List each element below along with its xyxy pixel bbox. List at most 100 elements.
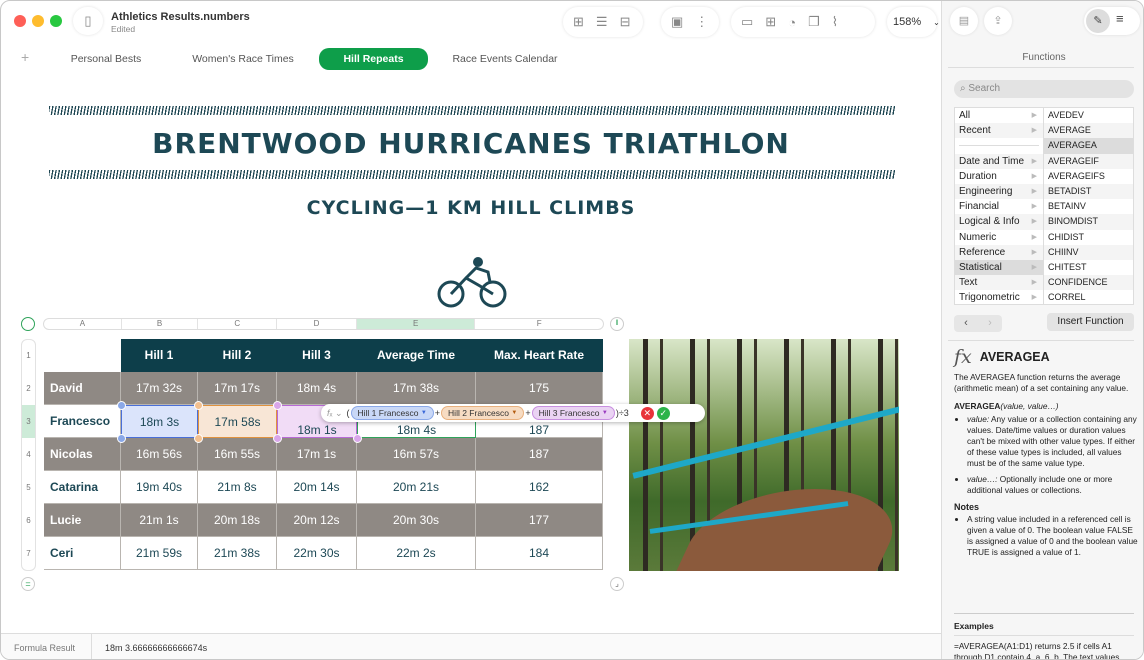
row-name-cell[interactable]: Nicolas [44, 438, 121, 471]
forest-trail-photo[interactable] [629, 339, 899, 571]
category-item[interactable]: Duration ▶ [955, 169, 1043, 184]
column-heading[interactable]: Hill 2 [198, 339, 277, 372]
category-item[interactable]: All ▶ [955, 108, 1043, 123]
table-cell[interactable]: 18m 4s [277, 372, 357, 405]
selection-handle[interactable] [194, 401, 203, 410]
category-item[interactable]: Text ▶ [955, 275, 1043, 291]
selection-handle[interactable] [117, 401, 126, 410]
row-number[interactable]: 7 [26, 549, 31, 558]
formula-token-hill-2[interactable]: Hill 2 Francesco ▼ [441, 406, 525, 420]
selection-handle[interactable] [273, 434, 282, 443]
function-search-input[interactable]: ⌕ Search [954, 80, 1134, 98]
function-item[interactable]: AVERAGEA [1044, 138, 1133, 154]
token-dropdown-icon[interactable]: ▼ [511, 410, 518, 416]
table-cell[interactable]: 175 [476, 372, 603, 405]
comment-icon[interactable]: ▤ [950, 7, 978, 35]
function-item[interactable]: BETAINV [1048, 201, 1086, 212]
table-cell[interactable]: 21m 8s [198, 471, 277, 504]
table-icon[interactable]: ⊞ [765, 14, 777, 29]
tab-womens-race-times[interactable]: Women's Race Times [192, 53, 294, 65]
column-header-e[interactable]: E [356, 319, 476, 329]
column-header-b[interactable]: B [122, 319, 199, 329]
category-item[interactable]: Numeric ▶ [955, 230, 1043, 245]
row-number[interactable]: 3 [26, 417, 31, 426]
add-sheet-button[interactable]: + [21, 49, 30, 65]
selection-handle[interactable] [353, 434, 362, 443]
close-window-button[interactable] [14, 15, 26, 27]
table-cell[interactable]: 184 [476, 537, 603, 570]
table-cell[interactable]: 17m 58s [198, 405, 277, 438]
function-item[interactable]: CONFIDENCE [1044, 275, 1133, 291]
zoom-window-button[interactable] [50, 15, 62, 27]
table-cell[interactable]: 17m 1s [277, 438, 357, 471]
row-number[interactable]: 1 [26, 351, 31, 360]
category-item[interactable]: Statistical ▶ [955, 259, 1043, 276]
share-icon[interactable]: ⇪ [984, 7, 1012, 35]
row-name-cell[interactable]: Ceri [44, 537, 121, 570]
media-icon[interactable]: ▣ [671, 14, 684, 29]
row-number[interactable]: 4 [26, 450, 31, 459]
table-cell[interactable]: 177 [476, 504, 603, 537]
cancel-formula-button[interactable]: ✕ [640, 406, 654, 420]
selection-handle[interactable] [273, 401, 282, 410]
row-name-cell[interactable]: David [44, 372, 121, 405]
organize-icon[interactable]: ≡ [1116, 11, 1124, 26]
fx-menu-icon[interactable]: fₓ ⌄ [327, 407, 343, 418]
tab-race-events-calendar[interactable]: Race Events Calendar [452, 53, 558, 65]
add-column-handle[interactable]: ‖ [610, 317, 624, 331]
row-number[interactable]: 6 [26, 516, 31, 525]
select-table-handle[interactable] [21, 317, 35, 331]
column-header-f[interactable]: F [536, 319, 542, 328]
shape-icon[interactable]: ▭ [741, 14, 754, 29]
table-cell[interactable]: 16m 55s [198, 438, 277, 471]
table-cell[interactable]: 21m 59s [121, 537, 198, 570]
row-name-cell[interactable]: Lucie [44, 504, 121, 537]
row-number[interactable]: 2 [26, 384, 31, 393]
function-item[interactable]: AVERAGEIF [1044, 153, 1133, 169]
column-header-d[interactable]: D [277, 319, 357, 329]
table-cell[interactable]: 20m 30s [357, 504, 476, 537]
sidebar-toggle-icon[interactable]: ▯ [73, 7, 103, 35]
category-item[interactable]: Trigonometric ▶ [955, 290, 1043, 305]
table-cell[interactable]: 16m 57s [357, 438, 476, 471]
forward-icon[interactable]: › [988, 317, 992, 329]
table-cell[interactable]: 19m 40s [121, 471, 198, 504]
category-item[interactable]: Reference ▶ [955, 244, 1043, 260]
function-item[interactable]: CORREL [1048, 292, 1086, 303]
column-heading[interactable]: Max. Heart Rate [476, 339, 603, 372]
category-item[interactable]: Financial ▶ [955, 199, 1043, 214]
category-item[interactable]: Engineering ▶ [955, 183, 1043, 200]
table-cell[interactable]: 20m 12s [277, 504, 357, 537]
function-item[interactable]: CHIDIST [1048, 231, 1084, 242]
table-cell[interactable]: 17m 32s [121, 372, 198, 405]
add-row-handle[interactable]: = [21, 577, 35, 591]
table-cell[interactable]: 21m 1s [121, 504, 198, 537]
table-cell[interactable]: 20m 14s [277, 471, 357, 504]
resize-table-handle[interactable]: ⌟ [610, 577, 624, 591]
tab-hill-repeats[interactable]: Hill Repeats [319, 48, 428, 70]
category-item[interactable]: Logical & Info ▶ [955, 214, 1043, 230]
row-name-cell[interactable]: Catarina [44, 471, 121, 504]
text-box-icon[interactable]: ⊞ [573, 14, 584, 29]
table-cell[interactable]: 17m 17s [198, 372, 277, 405]
selection-handle[interactable] [194, 434, 203, 443]
back-icon[interactable]: ‹ [964, 317, 968, 329]
table-cell[interactable]: 22m 30s [277, 537, 357, 570]
function-item[interactable]: BINOMDIST [1044, 214, 1133, 230]
function-item[interactable]: CHIINV [1044, 244, 1133, 260]
token-dropdown-icon[interactable]: ▼ [601, 410, 608, 416]
zoom-dropdown[interactable]: 158% ⌄ [887, 7, 940, 37]
category-item[interactable]: Recent ▶ [955, 123, 1043, 139]
accept-formula-button[interactable]: ✓ [656, 406, 670, 420]
table-cell[interactable]: 16m 56s [121, 438, 198, 471]
table-cell[interactable]: 20m 18s [198, 504, 277, 537]
format-brush-icon[interactable]: ✎ [1086, 9, 1110, 33]
column-header-c[interactable]: C [198, 319, 278, 329]
attachment-icon[interactable]: ⌇ [831, 14, 839, 29]
function-item[interactable]: AVERAGE [1044, 123, 1133, 139]
row-name-cell[interactable]: Francesco [44, 405, 121, 438]
table-cell[interactable]: 18m 3s [121, 405, 198, 438]
table-cell[interactable]: 21m 38s [198, 537, 277, 570]
insert-function-button[interactable]: Insert Function [1047, 313, 1134, 331]
table-cell[interactable]: 20m 21s [357, 471, 476, 504]
